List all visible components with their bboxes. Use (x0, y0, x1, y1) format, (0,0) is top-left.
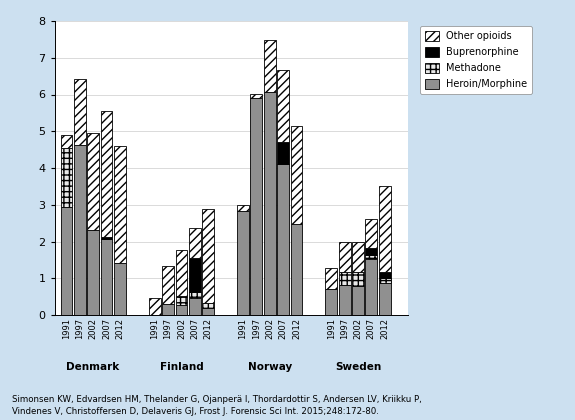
Bar (339, 242, 351, 272)
Bar (60, 207, 72, 315)
Bar (189, 258, 201, 292)
Bar (277, 70, 289, 142)
Bar (162, 267, 174, 304)
Bar (339, 285, 351, 315)
Bar (162, 304, 174, 315)
Bar (175, 250, 187, 296)
Bar (379, 186, 390, 272)
Bar (202, 303, 214, 308)
Bar (352, 272, 364, 286)
Bar (379, 283, 390, 315)
Bar (379, 278, 390, 283)
Bar (352, 286, 364, 315)
Bar (87, 231, 99, 315)
Bar (175, 296, 187, 305)
Text: Denmark: Denmark (67, 362, 120, 372)
Bar (202, 308, 214, 315)
Bar (290, 224, 302, 315)
Bar (237, 205, 249, 211)
Text: Sweden: Sweden (335, 362, 381, 372)
Bar (60, 135, 72, 148)
Bar (366, 255, 377, 259)
Bar (264, 40, 275, 92)
Legend: Other opioids, Buprenorphine, Methadone, Heroin/Morphine: Other opioids, Buprenorphine, Methadone,… (420, 26, 532, 94)
Bar (114, 263, 126, 315)
Bar (339, 272, 351, 285)
Bar (264, 92, 275, 315)
Bar (189, 292, 201, 299)
Text: Norway: Norway (248, 362, 292, 372)
Bar (366, 248, 377, 255)
Bar (352, 242, 364, 272)
Bar (114, 146, 126, 263)
Bar (101, 237, 112, 239)
Bar (325, 268, 337, 289)
Bar (189, 299, 201, 315)
Bar (202, 209, 214, 303)
Bar (290, 126, 302, 224)
Bar (366, 219, 377, 248)
Bar (101, 111, 112, 237)
Bar (379, 272, 390, 278)
Bar (101, 239, 112, 315)
Bar (175, 305, 187, 315)
Bar (74, 79, 86, 145)
Bar (366, 259, 377, 315)
Text: Finland: Finland (159, 362, 204, 372)
Bar (149, 299, 160, 315)
Bar (189, 228, 201, 258)
Bar (325, 289, 337, 315)
Bar (277, 142, 289, 164)
Bar (277, 164, 289, 315)
Bar (251, 98, 262, 315)
Bar (60, 148, 72, 207)
Bar (251, 94, 262, 98)
Bar (87, 133, 99, 231)
Bar (237, 211, 249, 315)
Text: Simonsen KW, Edvardsen HM, Thelander G, Ojanperä I, Thordardottir S, Andersen LV: Simonsen KW, Edvardsen HM, Thelander G, … (12, 395, 421, 416)
Bar (74, 145, 86, 315)
